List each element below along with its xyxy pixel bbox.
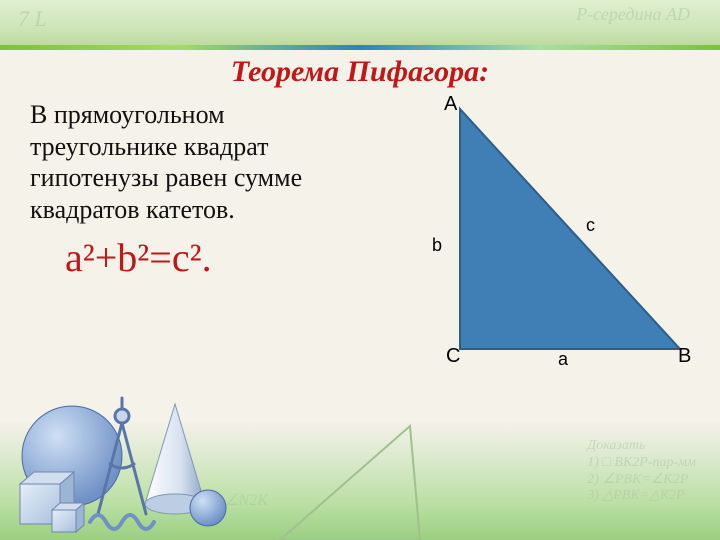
side-b: b xyxy=(432,235,442,256)
slide: 7 L P-середина AD ∠КВN = ∠N2К Доказать 1… xyxy=(0,0,720,540)
right-triangle xyxy=(460,109,680,349)
chalk-text-top-right: P-середина AD xyxy=(576,4,690,25)
top-band: 7 L P-середина AD xyxy=(0,0,720,50)
content-area: Теорема Пифагора: В прямоугольном треуго… xyxy=(30,55,690,530)
side-c: c xyxy=(586,215,595,236)
vertex-B: B xyxy=(678,345,691,368)
slide-title: Теорема Пифагора: xyxy=(30,55,690,89)
vertex-A: A xyxy=(444,93,457,116)
triangle-diagram: A B C a b c xyxy=(390,99,690,399)
chalk-text-top-left: 7 L xyxy=(18,6,47,32)
vertex-C: C xyxy=(446,345,460,368)
body-row: В прямоугольном треугольнике квадрат гип… xyxy=(30,99,690,399)
theorem-formula: a²+b²=c². xyxy=(30,234,374,281)
theorem-statement: В прямоугольном треугольнике квадрат гип… xyxy=(30,99,374,226)
side-a: a xyxy=(558,349,568,370)
